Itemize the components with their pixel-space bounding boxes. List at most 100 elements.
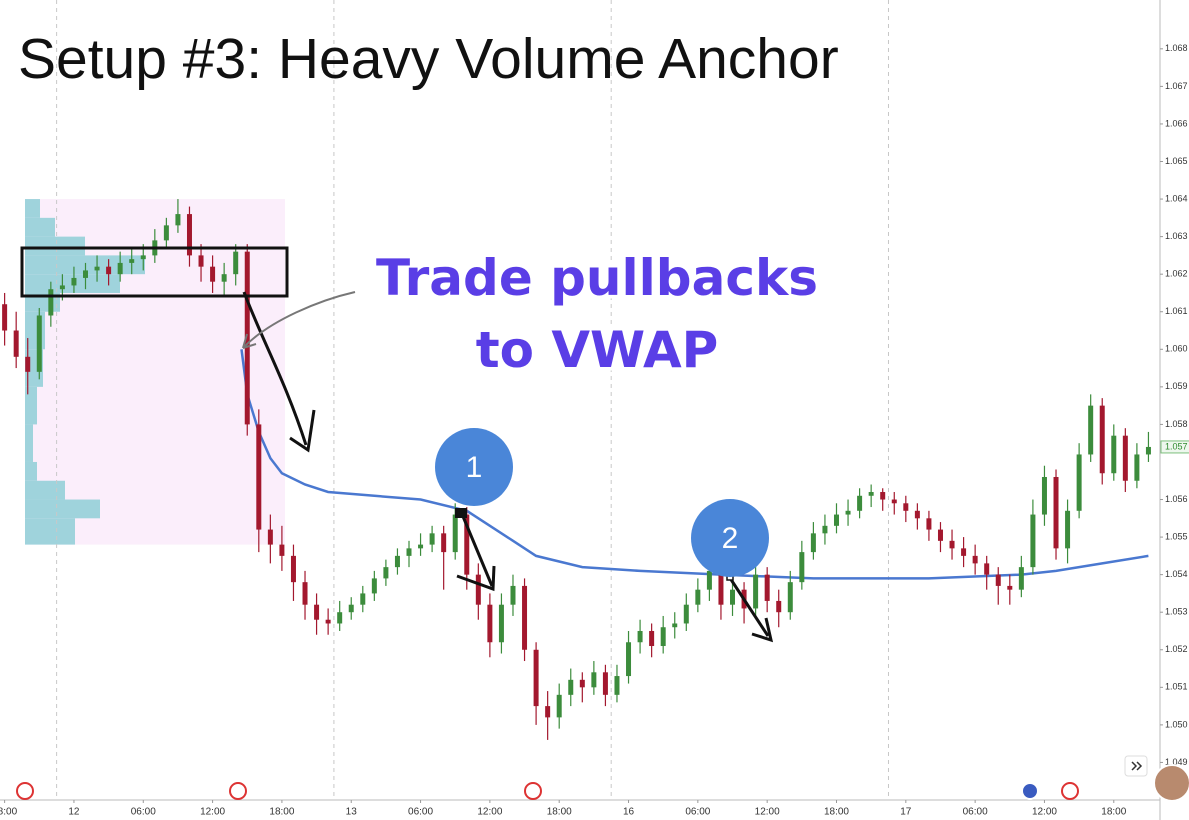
- candle-body: [106, 266, 112, 275]
- candle-body: [129, 259, 135, 263]
- candle-body: [1145, 446, 1151, 455]
- candle-body: [706, 570, 712, 590]
- candle-body: [1088, 405, 1094, 455]
- x-tick-label: 06:00: [131, 807, 156, 818]
- y-tick-label: 1.050: [1165, 719, 1188, 729]
- vwap-line: [240, 349, 1149, 580]
- candle-body: [799, 552, 805, 583]
- candle-body: [267, 529, 273, 545]
- candle-body: [337, 612, 343, 624]
- candle-body: [360, 593, 366, 605]
- candle-body: [637, 630, 643, 643]
- candle-body: [949, 540, 955, 549]
- candle-body: [1030, 514, 1036, 568]
- candle-body: [82, 270, 88, 278]
- y-tick-label: 1.067: [1165, 81, 1188, 91]
- candle-body: [753, 574, 759, 609]
- candle-body: [568, 679, 574, 695]
- profile-bar: [25, 424, 33, 462]
- x-tick-label: 18:00: [0, 807, 18, 818]
- candle-body: [13, 330, 19, 357]
- candle-body: [1065, 510, 1071, 549]
- candle-body: [487, 604, 493, 643]
- candle-body: [198, 255, 204, 267]
- candle-body: [776, 600, 782, 613]
- candle-body: [649, 630, 655, 647]
- candle-body: [660, 627, 666, 647]
- candle-body: [672, 623, 678, 628]
- y-tick-label: 1.061: [1165, 306, 1188, 316]
- x-tick-label: 13: [346, 807, 358, 818]
- marker-label: 2: [722, 522, 739, 555]
- candle-body: [464, 514, 470, 575]
- candle-body: [221, 274, 227, 282]
- y-tick-label: 1.064: [1165, 193, 1188, 203]
- candle-body: [556, 694, 562, 718]
- candle-body: [683, 604, 689, 624]
- candle-body: [256, 424, 262, 530]
- event-icons: [16, 782, 1079, 800]
- highlight-box: [20, 246, 289, 298]
- candle-body: [59, 285, 65, 290]
- y-tick-label: 1.049: [1165, 757, 1188, 767]
- candle-body: [186, 214, 192, 256]
- candle-body: [545, 706, 551, 718]
- profile-bar: [25, 386, 37, 425]
- candle-body: [383, 567, 389, 579]
- profile-bar: [25, 499, 100, 519]
- pointer: [242, 291, 356, 349]
- candle-body: [626, 642, 632, 677]
- x-tick-label: 06:00: [685, 807, 710, 818]
- candle-body: [394, 555, 400, 568]
- candle-body: [25, 356, 31, 372]
- x-tick-label: 12: [68, 807, 80, 818]
- y-tick-label: 1.055: [1165, 531, 1188, 541]
- candle-body: [498, 604, 504, 643]
- marker-circle: [691, 499, 769, 577]
- profile-bar: [25, 199, 40, 218]
- x-tick-label: 18:00: [269, 807, 294, 818]
- marker-circle: [435, 428, 513, 506]
- y-tick-label: 1.059: [1165, 381, 1188, 391]
- candle-body: [995, 574, 1001, 586]
- candle-body: [1111, 435, 1117, 474]
- x-tick-label: 06:00: [963, 807, 988, 818]
- event-icon: [16, 782, 34, 800]
- candle-body: [845, 510, 851, 515]
- candle-body: [891, 499, 897, 504]
- candle-body: [903, 503, 909, 511]
- candle-body: [406, 548, 412, 556]
- candle-body: [1053, 476, 1059, 549]
- candle-body: [2, 304, 8, 331]
- candle-body: [348, 604, 354, 613]
- candle-body: [48, 289, 54, 316]
- x-tick-label: 12:00: [477, 807, 502, 818]
- candle-body: [279, 544, 285, 556]
- candle-body: [1018, 567, 1024, 590]
- event-icon: [1021, 782, 1039, 800]
- candle-body: [718, 570, 724, 605]
- candle-body: [591, 672, 597, 688]
- candle-body: [880, 492, 886, 500]
- y-tick-label: 1.058: [1165, 419, 1188, 429]
- candle-body: [36, 315, 42, 372]
- x-tick-label: 18:00: [824, 807, 849, 818]
- candle-body: [602, 672, 608, 695]
- candle-body: [510, 585, 516, 605]
- candle-body: [857, 495, 863, 511]
- marker-label: 1: [466, 451, 483, 484]
- candle-body: [764, 574, 770, 601]
- x-tick-label: 17: [900, 807, 912, 818]
- candle-body: [210, 266, 216, 282]
- candle-body: [787, 582, 793, 613]
- candle-body: [614, 676, 620, 695]
- event-icon: [1061, 782, 1079, 800]
- last-price-label: 1.057: [1165, 441, 1188, 451]
- profile-bar: [25, 461, 37, 481]
- profile-bar: [25, 236, 85, 256]
- avatar[interactable]: [1153, 764, 1189, 802]
- y-tick-label: 1.052: [1165, 644, 1188, 654]
- x-tick-label: 12:00: [1032, 807, 1057, 818]
